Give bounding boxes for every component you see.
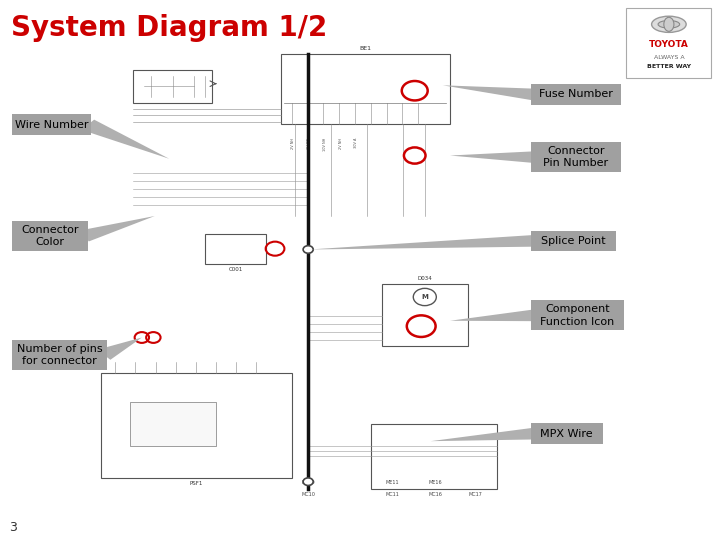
Text: TOYOTA: TOYOTA	[649, 40, 689, 49]
Text: ALWAYS A: ALWAYS A	[654, 55, 684, 60]
Text: M: M	[421, 294, 428, 300]
FancyBboxPatch shape	[130, 402, 216, 446]
Text: Component
Function Icon: Component Function Icon	[540, 304, 615, 327]
FancyBboxPatch shape	[531, 84, 621, 105]
FancyBboxPatch shape	[281, 54, 450, 124]
Polygon shape	[81, 120, 169, 159]
Text: System Diagram 1/2: System Diagram 1/2	[11, 14, 327, 42]
Text: BETTER WAY: BETTER WAY	[647, 64, 691, 69]
Text: Number of pins
for connector: Number of pins for connector	[17, 343, 102, 366]
Text: MC16: MC16	[428, 492, 443, 497]
Text: 3: 3	[9, 521, 17, 534]
Text: 2V OR: 2V OR	[307, 138, 311, 148]
Text: PSF1: PSF1	[189, 481, 203, 486]
FancyBboxPatch shape	[626, 8, 711, 78]
FancyBboxPatch shape	[133, 70, 212, 103]
Text: MC17: MC17	[468, 492, 482, 497]
Text: D034: D034	[418, 276, 432, 281]
Text: 10V NH: 10V NH	[323, 138, 327, 151]
Text: 2V NH: 2V NH	[338, 138, 343, 148]
Polygon shape	[431, 428, 536, 441]
FancyBboxPatch shape	[12, 114, 91, 135]
Text: C001: C001	[229, 267, 243, 272]
Circle shape	[413, 288, 436, 306]
Polygon shape	[97, 338, 142, 360]
Polygon shape	[310, 235, 535, 249]
Text: ME11: ME11	[386, 480, 399, 484]
Circle shape	[303, 478, 313, 485]
Text: MPX Wire: MPX Wire	[540, 429, 593, 438]
Text: ME16: ME16	[429, 480, 442, 484]
FancyBboxPatch shape	[531, 423, 603, 444]
FancyBboxPatch shape	[205, 234, 266, 264]
Ellipse shape	[658, 21, 680, 28]
FancyBboxPatch shape	[382, 284, 468, 346]
FancyBboxPatch shape	[101, 373, 292, 478]
Ellipse shape	[664, 17, 674, 31]
Text: 30V A: 30V A	[354, 138, 359, 148]
Circle shape	[303, 246, 313, 253]
FancyBboxPatch shape	[531, 231, 616, 251]
FancyBboxPatch shape	[12, 221, 88, 251]
Text: BE1: BE1	[359, 46, 372, 51]
Polygon shape	[450, 151, 534, 163]
Polygon shape	[450, 309, 536, 321]
Polygon shape	[443, 85, 536, 100]
FancyBboxPatch shape	[531, 142, 621, 172]
Text: ME10: ME10	[302, 480, 315, 484]
Text: 2V NH: 2V NH	[291, 138, 295, 148]
Text: MC11: MC11	[385, 492, 400, 497]
Text: Connector
Pin Number: Connector Pin Number	[543, 146, 608, 168]
Text: Wire Number: Wire Number	[15, 120, 89, 130]
Ellipse shape	[652, 16, 686, 32]
FancyBboxPatch shape	[531, 300, 624, 330]
Text: Splice Point: Splice Point	[541, 236, 606, 246]
FancyBboxPatch shape	[371, 424, 497, 489]
Text: Fuse Number: Fuse Number	[539, 90, 613, 99]
Text: Connector
Color: Connector Color	[22, 225, 78, 247]
Text: MC10: MC10	[301, 492, 315, 497]
Polygon shape	[80, 216, 155, 241]
FancyBboxPatch shape	[12, 340, 107, 370]
